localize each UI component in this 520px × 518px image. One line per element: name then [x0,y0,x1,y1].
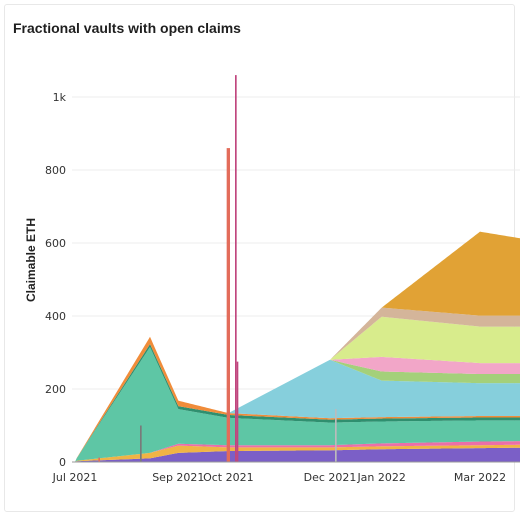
spike-marks [98,75,337,462]
x-tick-label: Oct 2021 [203,471,254,484]
area-series-2 [75,441,520,462]
y-axis-label: Claimable ETH [24,218,38,302]
spike-bar-3 [140,425,142,462]
y-tick-label: 0 [59,456,66,469]
spike-bar-0 [226,148,230,462]
area-series-8 [75,336,520,462]
x-tick-label: Sep 2021 [152,471,204,484]
area-series-11 [75,231,520,462]
y-tick-label: 800 [45,164,66,177]
x-tick-label: Mar 2022 [454,471,506,484]
spike-bar-4 [98,457,100,462]
area-series-6 [75,336,520,462]
x-tick-label: Jul 2021 [52,471,98,484]
area-series [75,231,520,462]
area-series-3 [75,347,520,462]
spike-bar-5 [335,409,337,462]
area-series-10 [75,307,520,462]
spike-bar-2 [236,361,239,462]
x-tick-label: Dec 2021 [304,471,357,484]
area-series-9 [75,316,520,462]
y-tick-label: 200 [45,383,66,396]
spike-bar-1 [235,75,237,462]
area-series-1 [75,444,520,462]
y-tick-label: 400 [45,310,66,323]
area-series-0 [75,447,520,462]
y-axis-ticks: 0 200 400 600 800 1k [45,91,67,469]
chart-title: Fractional vaults with open claims [13,20,241,36]
y-tick-label: 600 [45,237,66,250]
y-tick-label: 1k [53,91,67,104]
x-tick-label: Jan 2022 [356,471,405,484]
